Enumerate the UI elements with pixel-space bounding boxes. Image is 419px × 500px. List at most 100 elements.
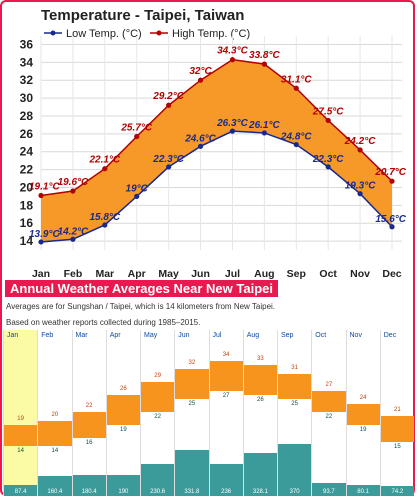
y-tick-label: 20 [20, 180, 34, 194]
legend-low: Low Temp. (°C) [44, 28, 142, 40]
avg-high-value: 33 [257, 356, 264, 362]
avg-low-value: 19 [359, 427, 367, 433]
avg-low-value: 25 [188, 401, 196, 408]
temp-range-band [278, 373, 312, 400]
avg-low-value: 15 [394, 444, 401, 451]
low-temp-data-label: 26.1°C [248, 120, 280, 131]
low-temp-point [229, 128, 236, 134]
x-tick-label: Nov [350, 268, 370, 280]
rainfall-bar [4, 484, 38, 496]
rainfall-bar [106, 475, 140, 496]
high-temp-point [357, 147, 363, 153]
high-temp-data-label: 22.1°C [88, 155, 120, 166]
month-column-aug[interactable]: Aug 33 26 328.1 [242, 330, 277, 496]
rainfall-bar [243, 452, 277, 496]
avg-high-value: 26 [120, 386, 127, 392]
temperature-chart: Temperature - Taipei, Taiwan Low Temp. (… [20, 7, 407, 280]
month-column-mar[interactable]: Mar 22 16 180.4 [71, 330, 106, 496]
x-tick-label: Mar [95, 268, 114, 280]
low-temp-data-label: 24.8°C [280, 132, 312, 143]
high-temp-data-label: 33.8°C [249, 50, 280, 61]
high-temp-data-label: 19.1°C [29, 181, 60, 192]
month-label: Jul [212, 332, 222, 339]
temp-range-band [4, 425, 38, 447]
avg-high-value: 22 [85, 403, 93, 410]
month-label: Feb [41, 332, 54, 339]
month-column-sep[interactable]: Sep 31 25 370 [277, 330, 312, 496]
rainfall-bar [278, 444, 312, 496]
month-label: Jan [7, 332, 19, 339]
month-label: Mar [75, 332, 88, 339]
rainfall-bar [72, 475, 106, 496]
averages-title: Annual Weather Averages Near New Taipei [5, 280, 278, 297]
low-temp-data-label: 22.3°C [152, 154, 184, 165]
high-temp-point [293, 85, 299, 91]
avg-low-value: 22 [325, 414, 333, 421]
low-temp-data-label: 26.3°C [216, 118, 248, 129]
high-temp-data-label: 25.7°C [120, 123, 152, 134]
low-temp-point [38, 239, 44, 245]
rainfall-bar [141, 463, 175, 496]
month-column-nov[interactable]: Nov 24 19 80.1 [345, 330, 380, 496]
averages-table: Jan 19 14 87.4 Feb 20 14 160.4 Mar 22 16 180.4 Apr 26… [3, 330, 414, 496]
avg-high-value: 34 [222, 351, 230, 358]
high-temp-data-label: 32°C [189, 66, 212, 77]
month-column-jun[interactable]: Jun 32 25 331.8 [174, 330, 209, 496]
rainfall-bar [38, 476, 72, 496]
legend-low-label: Low Temp. (°C) [66, 28, 142, 40]
high-temp-data-label: 27.5°C [312, 106, 344, 117]
y-tick-label: 36 [20, 37, 34, 51]
avg-high-value: 24 [359, 394, 367, 401]
month-column-dec[interactable]: Dec 21 15 74.2 [379, 330, 414, 496]
rainfall-value: 160.4 [47, 489, 63, 495]
temp-range-band [106, 395, 140, 425]
rainfall-value: 180.4 [81, 489, 97, 495]
temp-range-band [38, 420, 72, 447]
low-temp-line [40, 130, 393, 243]
low-temp-data-label: 13.9°C [29, 229, 60, 240]
month-column-apr[interactable]: Apr 26 19 190 [105, 330, 140, 496]
x-tick-label: Oct [319, 268, 337, 280]
low-temp-point [102, 222, 108, 228]
rainfall-value: 230.6 [150, 489, 166, 495]
month-column-feb[interactable]: Feb 20 14 160.4 [37, 330, 72, 496]
high-temp-data-label: 19.6°C [58, 177, 89, 188]
temp-range-band [175, 369, 209, 400]
high-temp-point [261, 61, 267, 67]
rainfall-bar [209, 463, 243, 496]
low-temp-data-label: 15.6°C [375, 214, 406, 225]
high-temp-point [102, 166, 108, 172]
rainfall-value: 370 [289, 489, 300, 495]
avg-low-value: 19 [120, 427, 127, 433]
month-label: Oct [315, 332, 327, 339]
x-tick-label: Feb [64, 268, 83, 280]
avg-high-value: 29 [154, 373, 161, 380]
low-temp-data-label: 24.6°C [184, 133, 216, 144]
x-tick-label: Dec [382, 268, 401, 280]
month-column-may[interactable]: May 29 22 230.6 [140, 330, 175, 496]
y-tick-label: 14 [20, 234, 34, 248]
avg-low-value: 25 [291, 401, 298, 408]
low-temp-data-label: 19°C [126, 183, 149, 194]
rainfall-value: 87.4 [14, 489, 27, 495]
month-column-jul[interactable]: Jul 34 27 236 [208, 330, 243, 496]
month-column-jan[interactable]: Jan 19 14 87.4 [3, 330, 38, 496]
x-tick-label: Sep [287, 268, 306, 280]
avg-low-value: 16 [85, 439, 93, 446]
high-temp-data-label: 20.7°C [374, 167, 406, 178]
low-temp-point [357, 191, 363, 197]
avg-high-value: 20 [51, 411, 59, 418]
low-temp-data-label: 14.2°C [58, 226, 89, 237]
high-temp-point [229, 57, 236, 63]
rainfall-value: 190 [118, 489, 129, 495]
averages-note-location: Averages are for Sungshan / Taipei, whic… [6, 302, 276, 311]
month-label: Aug [246, 332, 260, 339]
x-tick-label: May [158, 268, 179, 280]
rainfall-bar [175, 449, 209, 496]
month-column-oct[interactable]: Oct 27 22 93.7 [311, 330, 346, 496]
avg-high-value: 31 [291, 364, 298, 371]
month-label: Nov [349, 332, 362, 339]
low-temp-point [134, 193, 140, 199]
temp-range-band [243, 365, 277, 395]
month-label: Apr [109, 332, 121, 339]
